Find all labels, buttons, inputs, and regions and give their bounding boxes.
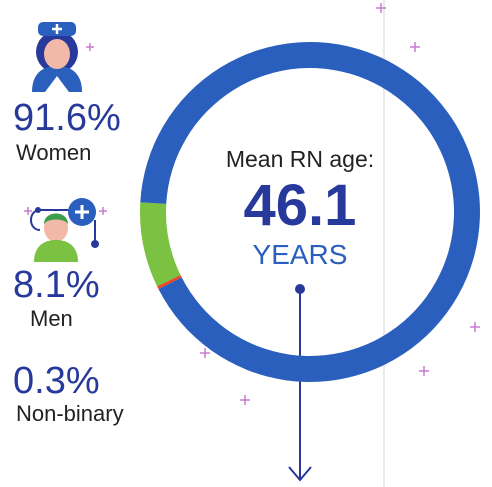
category-label: Non-binary (16, 401, 124, 426)
center-title: Mean RN age: (226, 146, 374, 172)
category-label: Men (30, 306, 73, 331)
nurse-icon (32, 22, 82, 92)
center-value: 46.1 (244, 173, 357, 238)
arrow (288, 284, 312, 482)
donut-segment (140, 202, 181, 287)
category-label: Women (16, 140, 91, 165)
value-label: 0.3% (13, 360, 100, 402)
center-unit: YEARS (253, 239, 348, 270)
sparkles (24, 3, 480, 405)
value-label: 91.6% (13, 97, 121, 139)
man-icon (30, 198, 99, 262)
value-label: 8.1% (13, 264, 100, 306)
donut-segment (157, 274, 182, 290)
